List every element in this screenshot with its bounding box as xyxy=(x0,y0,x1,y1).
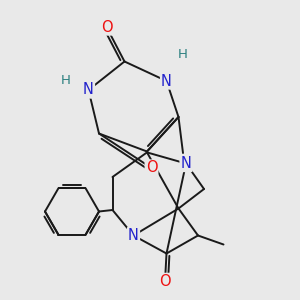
Text: N: N xyxy=(161,74,172,88)
Text: N: N xyxy=(181,156,191,171)
Text: O: O xyxy=(146,160,157,175)
Text: H: H xyxy=(178,47,188,61)
Text: N: N xyxy=(83,82,94,98)
Text: O: O xyxy=(101,20,112,34)
Text: H: H xyxy=(61,74,71,88)
Text: N: N xyxy=(128,228,139,243)
Text: O: O xyxy=(159,274,171,289)
